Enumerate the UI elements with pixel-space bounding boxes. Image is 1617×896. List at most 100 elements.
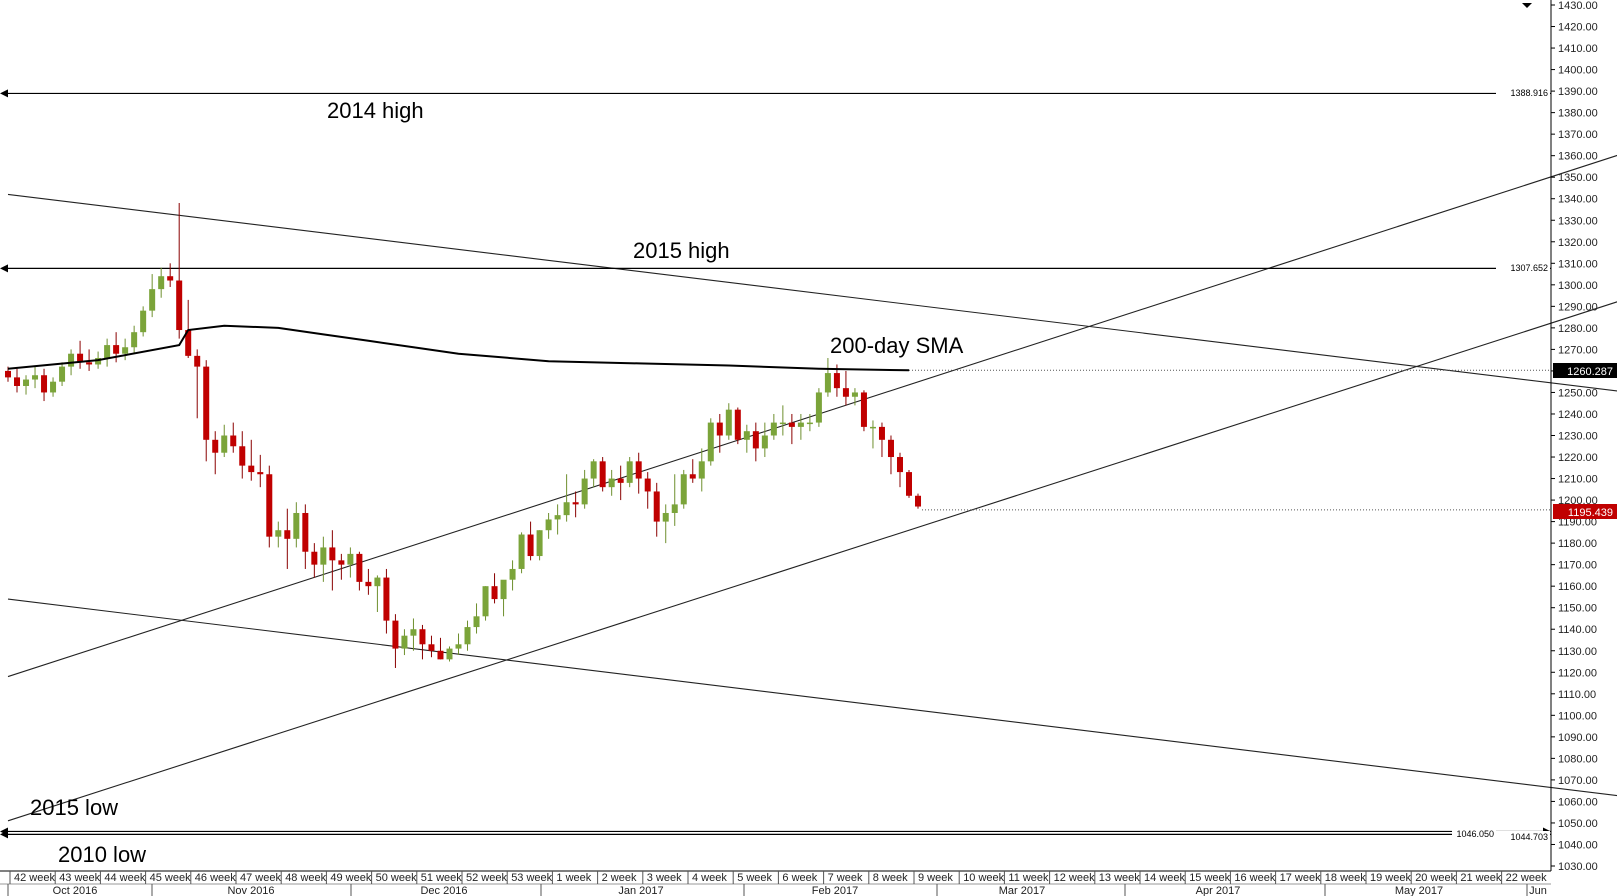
candle-body [680,474,687,505]
candle-body [338,560,345,565]
candle-body [752,431,759,449]
month-label: Feb 2017 [812,885,858,896]
week-label: 8 week [873,872,908,884]
candle-body [500,579,507,600]
week-label: 17 week [1280,872,1321,884]
candle-body [608,478,615,488]
candle-body [104,345,111,359]
candle-body [635,461,642,479]
month-label: Nov 2016 [227,885,274,896]
chevron-down-icon[interactable] [1522,3,1532,8]
candle-body [545,519,552,531]
candle-body [824,373,831,393]
week-label: 7 week [828,872,863,884]
candle-body [167,276,174,281]
y-tick-label: 1220.00 [1558,452,1598,464]
y-tick-label: 1250.00 [1558,387,1598,399]
candle-body [32,375,39,380]
week-label: 15 week [1189,872,1230,884]
y-tick-label: 1360.00 [1558,151,1598,163]
y-tick-label: 1120.00 [1558,667,1597,679]
flag-2010-low: 1044.703 [1496,831,1550,842]
week-label: 6 week [782,872,817,884]
trend-line-1 [7,193,1617,392]
candle-body [536,530,543,557]
level-label-2015-high: 2015 high [633,238,730,263]
y-tick-label: 1080.00 [1558,753,1598,765]
candle-body [239,446,246,466]
week-label: 49 week [330,872,371,884]
candle-body [572,502,579,505]
y-tick-label: 1140.00 [1558,624,1597,636]
candle-body [68,353,75,367]
candle-body [698,461,705,479]
y-tick-label: 1380.00 [1558,108,1598,120]
flag-text-2014-high: 1388.916 [1510,88,1548,98]
week-label: 13 week [1099,872,1140,884]
level-label-2014-high: 2014 high [327,98,424,123]
y-tick-label: 1160.00 [1558,581,1597,593]
candle-body [149,289,156,311]
candle-body [131,332,138,348]
x-axis: 42 week 43 week 44 week 45 week 46 week 47 we… [0,870,1551,896]
week-label: 5 week [737,872,772,884]
week-label: 19 week [1370,872,1411,884]
y-tick-label: 1290.00 [1558,301,1598,313]
y-tick-label: 1280.00 [1558,323,1598,335]
candlesticks [5,203,922,668]
candle-body [257,472,264,475]
y-tick-label: 1180.00 [1558,538,1597,550]
y-tick-label: 1100.00 [1558,710,1597,722]
candle-body [221,435,228,453]
candle-body [428,644,435,651]
level-label-2010-low: 2010 low [58,842,146,867]
candle-body [815,392,822,423]
candle-body [653,491,660,522]
week-label: 12 week [1054,872,1095,884]
candle-body [23,379,30,386]
candle-body [590,461,597,479]
candle-body [860,392,867,427]
candle-body [626,461,633,483]
candle-body [194,355,201,367]
y-axis: 1430.00 1420.00 1410.00 1400.00 1390.00 1380.… [1550,0,1598,873]
month-label: Apr 2017 [1196,885,1241,896]
y-tick-label: 1090.00 [1558,732,1598,744]
candle-body [761,435,768,449]
candle-body [770,422,777,436]
candle-body [392,620,399,649]
candle-body [302,512,309,552]
candle-body [869,426,876,429]
month-label: Jun [1529,885,1547,896]
candle-body [41,375,48,393]
week-label: 43 week [59,872,100,884]
y-tick-label: 1170.00 [1558,560,1597,572]
week-label: 51 week [421,872,462,884]
candle-body [446,648,453,660]
y-tick-label: 1050.00 [1558,818,1598,830]
flag-2015-high: 1307.652 [1496,262,1550,274]
candle-body [779,422,786,425]
week-label: 4 week [692,872,727,884]
candle-body [563,502,570,516]
month-label: Dec 2016 [420,885,467,896]
candle-body [527,534,534,557]
y-tick-label: 1340.00 [1558,194,1598,206]
week-label: 21 week [1460,872,1501,884]
sma-label: 200-day SMA [830,333,964,358]
y-tick-label: 1040.00 [1558,839,1598,851]
candle-body [455,644,462,649]
y-tick-label: 1410.00 [1558,43,1598,55]
week-label: 42 week [14,872,55,884]
sma-value-tag: 1260.287 [1553,363,1617,378]
sma-200-line [7,324,910,372]
week-label: 52 week [466,872,507,884]
arrow-left-icon [0,830,8,839]
y-tick-label: 1390.00 [1558,86,1598,98]
week-label: 14 week [1144,872,1185,884]
week-label: 53 week [511,872,552,884]
candle-body [5,370,11,378]
week-label: 50 week [376,872,417,884]
trend-line-2 [7,598,1617,797]
